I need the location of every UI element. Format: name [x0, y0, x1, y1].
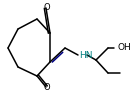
Text: OH: OH [117, 44, 131, 53]
Text: HN: HN [79, 51, 92, 59]
Text: O: O [44, 2, 50, 11]
Text: O: O [44, 84, 50, 93]
